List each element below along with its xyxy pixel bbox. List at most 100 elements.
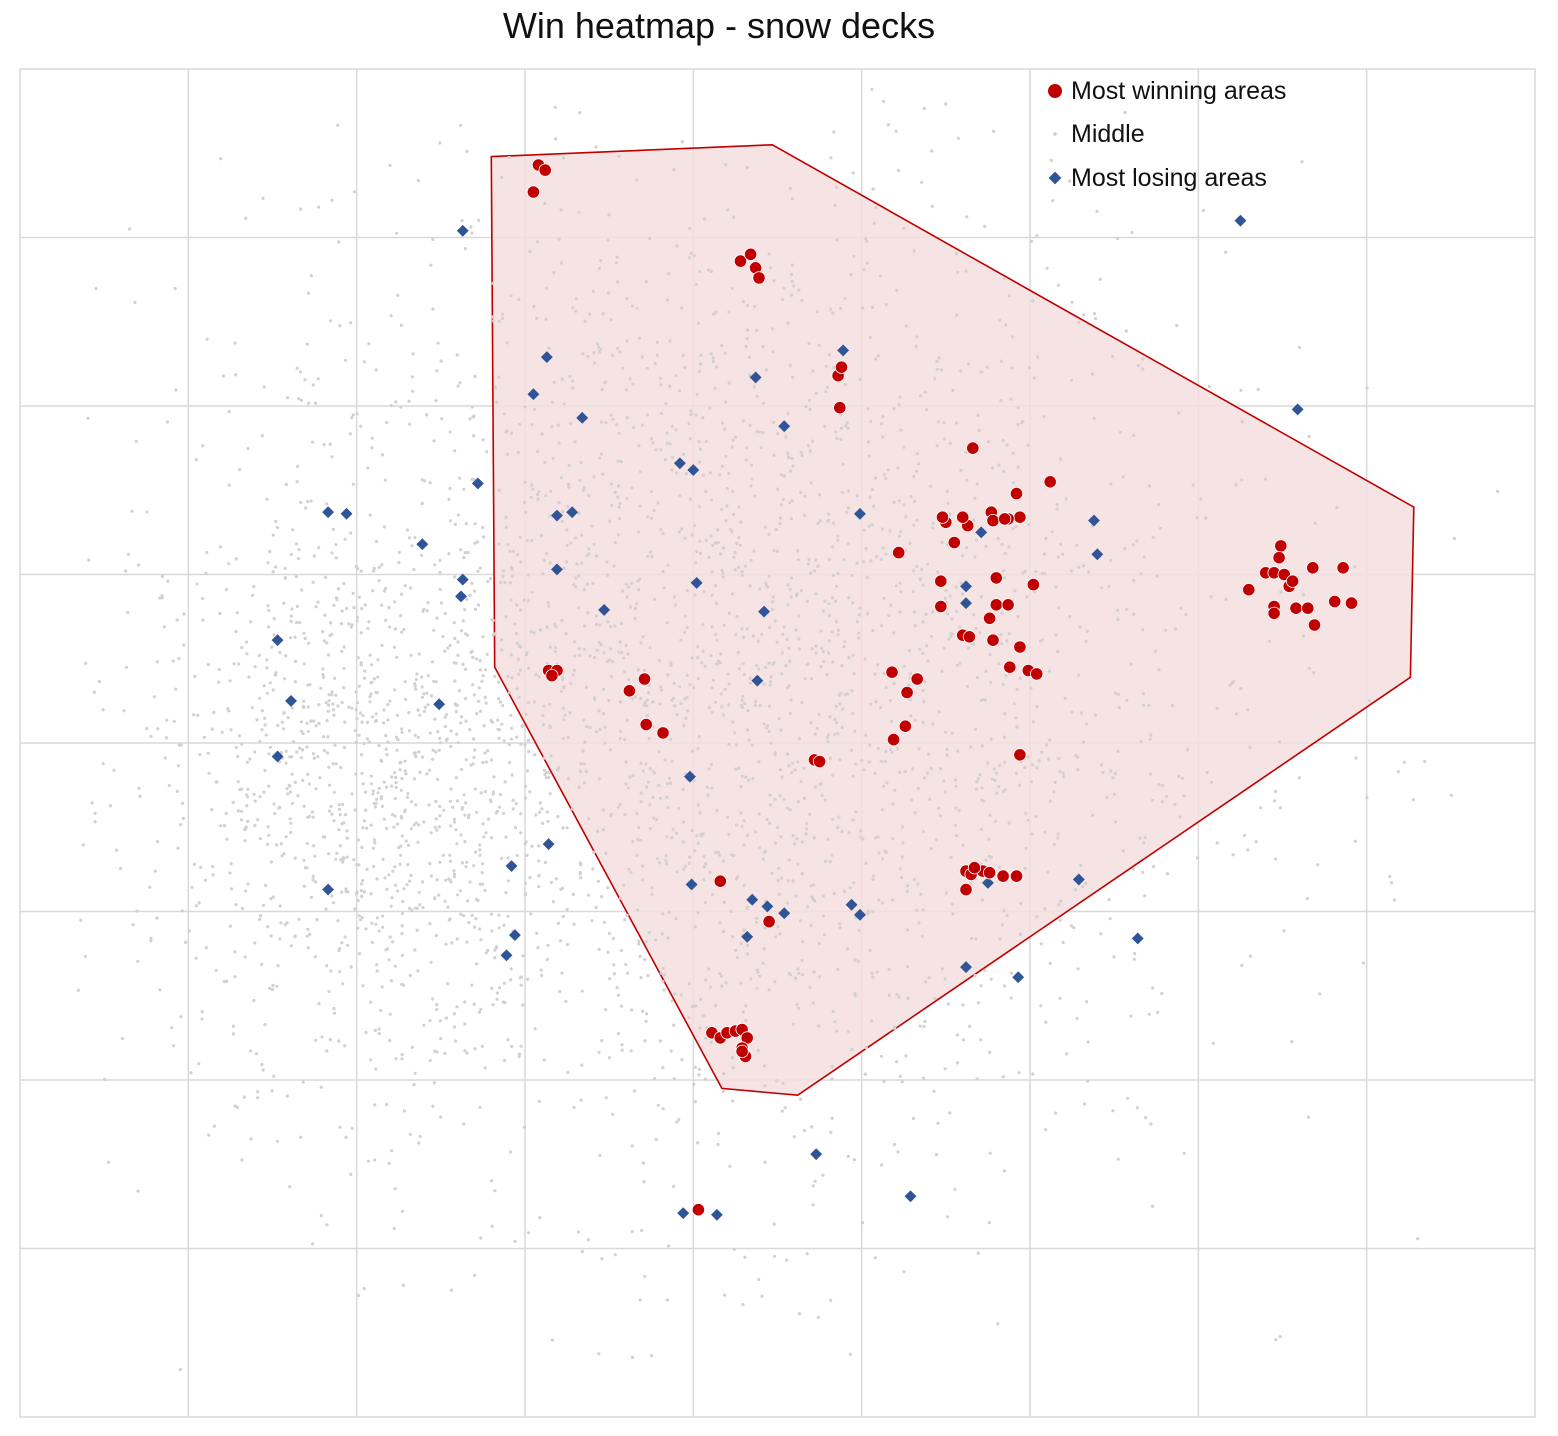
middle-point: [481, 438, 485, 442]
middle-point: [550, 400, 554, 404]
middle-point: [832, 130, 836, 134]
middle-point: [1035, 766, 1039, 770]
middle-point: [926, 752, 931, 756]
middle-point: [258, 914, 263, 918]
middle-point: [912, 523, 916, 527]
middle-point: [753, 703, 757, 707]
middle-point: [552, 380, 556, 384]
middle-point: [696, 321, 701, 325]
middle-point: [668, 384, 672, 388]
middle-point: [1282, 929, 1286, 933]
middle-point: [385, 753, 389, 757]
middle-point: [1224, 597, 1228, 602]
middle-point: [772, 453, 776, 457]
middle-point: [459, 833, 463, 837]
middle-point: [660, 932, 665, 936]
middle-point: [537, 490, 541, 494]
middle-point: [786, 603, 790, 607]
middle-point: [402, 627, 406, 632]
middle-point: [357, 684, 361, 688]
middle-point: [413, 1071, 417, 1075]
losing-point: [904, 1190, 917, 1203]
middle-point: [857, 928, 861, 933]
middle-point: [463, 813, 467, 817]
middle-point: [341, 860, 345, 864]
middle-point: [714, 1003, 718, 1008]
middle-point: [591, 581, 595, 585]
middle-point: [785, 806, 790, 810]
middle-point: [1002, 470, 1006, 474]
middle-point: [97, 680, 101, 684]
middle-point: [769, 675, 773, 679]
middle-point: [826, 733, 830, 737]
middle-point: [446, 905, 450, 909]
middle-point: [734, 948, 738, 953]
middle-point: [615, 986, 619, 990]
middle-point: [546, 943, 550, 947]
middle-point: [266, 604, 270, 608]
middle-point: [784, 664, 788, 668]
middle-point: [479, 1236, 483, 1240]
winning-point: [996, 869, 1010, 883]
middle-point: [694, 282, 698, 286]
middle-point: [508, 1150, 512, 1154]
middle-point: [616, 805, 621, 809]
middle-point: [1306, 1115, 1310, 1119]
middle-point: [698, 1026, 702, 1030]
middle-point: [1248, 745, 1252, 750]
middle-point: [341, 982, 345, 986]
middle-point: [976, 777, 981, 781]
middle-point: [1125, 698, 1129, 702]
middle-point: [1030, 239, 1034, 243]
middle-point: [272, 617, 276, 621]
winning-point: [743, 247, 758, 261]
middle-point: [749, 558, 753, 562]
middle-point: [607, 658, 612, 662]
middle-point: [718, 473, 722, 477]
middle-point: [1070, 710, 1074, 714]
middle-point: [246, 447, 250, 451]
middle-point: [775, 826, 780, 830]
middle-point: [437, 893, 441, 897]
middle-point: [562, 566, 566, 570]
winning-point: [886, 732, 901, 747]
middle-point: [305, 745, 309, 749]
middle-point: [774, 528, 778, 532]
middle-point: [841, 707, 845, 711]
middle-point: [1003, 788, 1007, 792]
middle-point: [778, 768, 783, 772]
middle-point: [481, 822, 485, 826]
middle-point: [645, 413, 650, 417]
middle-point: [800, 298, 804, 302]
middle-point: [1300, 160, 1304, 164]
middle-point: [773, 753, 777, 757]
middle-point: [526, 977, 530, 981]
middle-point: [988, 1050, 992, 1054]
middle-point: [495, 997, 499, 1001]
middle-point: [637, 588, 641, 592]
losing-point: [687, 464, 700, 476]
middle-point: [704, 489, 708, 493]
middle-point: [796, 967, 800, 971]
middle-point: [438, 860, 442, 864]
middle-point: [819, 629, 823, 633]
middle-point: [563, 713, 567, 717]
middle-point: [368, 513, 372, 517]
middle-point: [593, 698, 597, 702]
middle-point: [262, 790, 266, 794]
middle-point: [565, 826, 569, 830]
middle-point: [773, 841, 778, 846]
middle-point: [675, 713, 679, 717]
middle-point: [965, 546, 969, 550]
middle-point: [818, 519, 823, 523]
middle-point: [332, 790, 336, 794]
middle-point: [901, 841, 905, 845]
middle-point: [528, 250, 532, 254]
middle-point: [405, 528, 410, 532]
middle-point: [578, 769, 583, 774]
middle-point: [211, 873, 215, 877]
middle-point: [327, 783, 332, 787]
middle-point: [687, 861, 691, 865]
middle-point: [428, 922, 432, 926]
middle-point: [942, 646, 946, 651]
